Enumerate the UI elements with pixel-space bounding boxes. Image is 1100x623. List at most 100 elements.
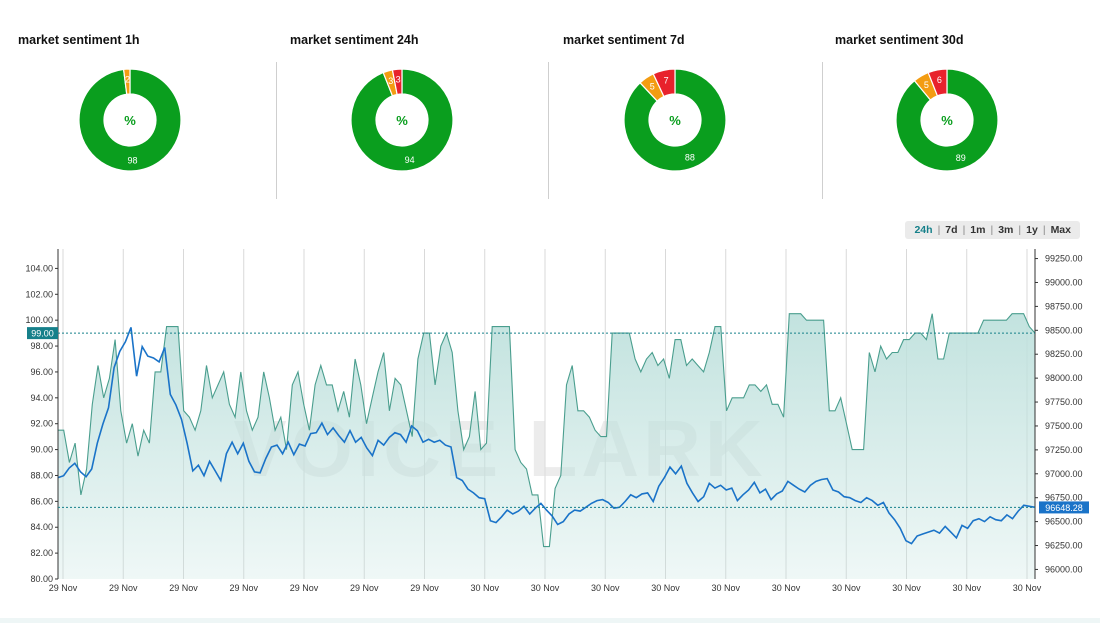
range-button-max[interactable]: Max bbox=[1050, 224, 1071, 236]
y-right-tick-label: 96000.00 bbox=[1045, 564, 1083, 574]
price-current-marker bbox=[1039, 501, 1089, 514]
donut-center-label: % bbox=[396, 113, 408, 128]
sentiment-price-chart: 29 Nov 29 Nov 29 Nov 29 Nov 29 Nov 29 Nov 29 N… bbox=[25, 249, 1089, 593]
y-right-tick-label: 97750.00 bbox=[1045, 397, 1083, 407]
donut-center-label: % bbox=[124, 113, 136, 128]
donut-center-label: % bbox=[941, 113, 953, 128]
range-separator: | bbox=[962, 224, 966, 236]
donut-slice bbox=[895, 68, 999, 172]
y-left-tick-label: 104.00 bbox=[25, 263, 53, 273]
range-button-1m[interactable]: 1m bbox=[970, 224, 986, 236]
donut-slice-label: 89 bbox=[956, 153, 966, 163]
donut-slice-label: 5 bbox=[650, 82, 655, 92]
y-left-tick-label: 80.00 bbox=[30, 574, 53, 584]
x-tick-label: 29 Nov bbox=[109, 583, 138, 593]
price-current-label: 96648.28 bbox=[1045, 503, 1083, 513]
y-right-tick-label: 98000.00 bbox=[1045, 373, 1083, 383]
x-tick-label: 30 Nov bbox=[651, 583, 680, 593]
y-left-tick-label: 102.00 bbox=[25, 289, 53, 299]
donut-slice-label: 88 bbox=[685, 153, 695, 163]
donut-chart: 88 57% bbox=[623, 68, 727, 172]
donut-slice bbox=[927, 68, 948, 97]
range-button-24h[interactable]: 24h bbox=[914, 224, 933, 236]
footer-band bbox=[0, 618, 1100, 623]
y-right-tick-label: 99250.00 bbox=[1045, 254, 1083, 264]
x-tick-label: 30 Nov bbox=[711, 583, 740, 593]
donut-slice-label: 5 bbox=[924, 80, 929, 90]
donut-panel-3: market sentiment 30d 89 5 6% bbox=[835, 30, 1100, 200]
donut-slice bbox=[350, 68, 454, 172]
donut-panel-0: market sentiment 1h 98 2% bbox=[18, 30, 290, 200]
x-tick-label: 30 Nov bbox=[772, 583, 801, 593]
sentiment-line bbox=[58, 313, 1036, 548]
y-left-tick-label: 96.00 bbox=[30, 367, 53, 377]
y-left-tick-label: 100.00 bbox=[25, 315, 53, 325]
x-tick-label: 29 Nov bbox=[229, 583, 258, 593]
y-left-tick-label: 92.00 bbox=[30, 419, 53, 429]
y-left-tick-label: 90.00 bbox=[30, 445, 53, 455]
x-tick-label: 30 Nov bbox=[531, 583, 560, 593]
y-right-tick-label: 98500.00 bbox=[1045, 325, 1083, 335]
price-line bbox=[57, 327, 1036, 545]
y-right-tick-label: 99000.00 bbox=[1045, 277, 1083, 287]
donut-title: market sentiment 1h bbox=[18, 33, 140, 47]
y-right-tick-label: 96250.00 bbox=[1045, 541, 1083, 551]
donut-slice bbox=[78, 68, 182, 172]
donut-slice-label: 7 bbox=[664, 75, 669, 85]
x-tick-label: 29 Nov bbox=[49, 583, 78, 593]
donut-center-label: % bbox=[669, 113, 681, 128]
panel-divider bbox=[548, 62, 549, 199]
range-button-7d[interactable]: 7d bbox=[945, 224, 958, 236]
donut-slice-label: 2 bbox=[125, 75, 130, 85]
y-right-tick-label: 98750.00 bbox=[1045, 301, 1083, 311]
donut-panel-2: market sentiment 7d 88 5 7% bbox=[563, 30, 835, 200]
x-tick-label: 29 Nov bbox=[169, 583, 198, 593]
y-right-tick-label: 97000.00 bbox=[1045, 469, 1083, 479]
donut-slice bbox=[652, 68, 676, 98]
x-tick-label: 30 Nov bbox=[952, 583, 981, 593]
y-right-tick-label: 98250.00 bbox=[1045, 349, 1083, 359]
x-tick-label: 29 Nov bbox=[290, 583, 319, 593]
y-right-tick-label: 96750.00 bbox=[1045, 493, 1083, 503]
sentiment-current-label: 99.00 bbox=[31, 329, 54, 339]
range-separator: | bbox=[1018, 224, 1022, 236]
y-right-tick-label: 97500.00 bbox=[1045, 421, 1083, 431]
y-left-tick-label: 86.00 bbox=[30, 496, 53, 506]
range-button-1y[interactable]: 1y bbox=[1026, 224, 1038, 236]
time-range-selector: 24h | 7d | 1m | 3m | 1y | Max bbox=[905, 221, 1080, 239]
y-left-tick-label: 98.00 bbox=[30, 341, 53, 351]
y-left-tick-label: 84.00 bbox=[30, 522, 53, 532]
donut-title: market sentiment 30d bbox=[835, 33, 964, 47]
donut-slice-label: 3 bbox=[388, 76, 393, 86]
y-right-tick-label: 96500.00 bbox=[1045, 517, 1083, 527]
donut-chart: 98 2% bbox=[78, 68, 182, 172]
y-left-tick-label: 88.00 bbox=[30, 470, 53, 480]
donut-slice-label: 98 bbox=[128, 155, 138, 165]
donut-slice bbox=[391, 68, 403, 96]
donut-slice-label: 94 bbox=[405, 155, 415, 165]
x-tick-label: 30 Nov bbox=[470, 583, 499, 593]
sentiment-current-marker bbox=[27, 327, 58, 340]
donut-slice-label: 3 bbox=[396, 75, 401, 85]
sentiment-area bbox=[58, 313, 1035, 579]
range-separator: | bbox=[937, 224, 941, 236]
panel-divider bbox=[276, 62, 277, 199]
range-button-3m[interactable]: 3m bbox=[998, 224, 1014, 236]
donut-slice bbox=[122, 68, 131, 95]
donut-slice bbox=[623, 68, 727, 172]
y-left-tick-label: 94.00 bbox=[30, 393, 53, 403]
y-left-tick-label: 82.00 bbox=[30, 548, 53, 558]
donut-chart: 89 5 6% bbox=[895, 68, 999, 172]
donut-panel-1: market sentiment 24h 94 3 3% bbox=[290, 30, 562, 200]
x-tick-label: 30 Nov bbox=[591, 583, 620, 593]
donut-slice-label: 6 bbox=[937, 75, 942, 85]
y-right-tick-label: 97250.00 bbox=[1045, 445, 1083, 455]
donut-title: market sentiment 24h bbox=[290, 33, 419, 47]
x-tick-label: 29 Nov bbox=[350, 583, 379, 593]
x-tick-label: 30 Nov bbox=[892, 583, 921, 593]
x-tick-label: 30 Nov bbox=[832, 583, 861, 593]
x-tick-label: 30 Nov bbox=[1013, 583, 1042, 593]
x-tick-label: 29 Nov bbox=[410, 583, 439, 593]
range-separator: | bbox=[1042, 224, 1046, 236]
donut-title: market sentiment 7d bbox=[563, 33, 685, 47]
